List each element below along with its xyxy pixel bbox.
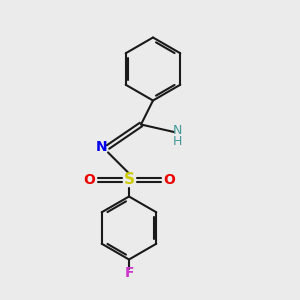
Text: S: S: [124, 172, 134, 188]
Text: O: O: [163, 173, 175, 187]
Text: N: N: [172, 124, 182, 137]
Text: F: F: [124, 266, 134, 280]
Text: H: H: [172, 135, 182, 148]
Text: N: N: [96, 140, 107, 154]
Text: O: O: [83, 173, 95, 187]
